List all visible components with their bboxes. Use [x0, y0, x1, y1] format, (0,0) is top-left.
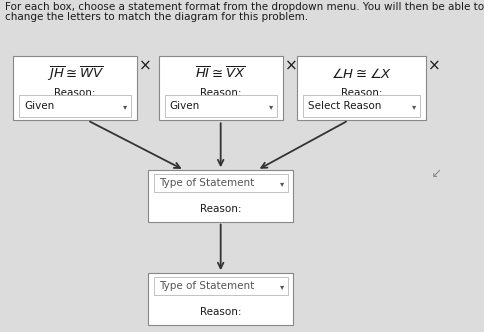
FancyBboxPatch shape	[148, 273, 293, 325]
Text: Reason:: Reason:	[199, 204, 241, 214]
Text: Reason:: Reason:	[340, 88, 381, 98]
FancyBboxPatch shape	[153, 174, 287, 193]
Text: Type of Statement: Type of Statement	[158, 281, 253, 291]
Text: ▾: ▾	[411, 102, 415, 111]
Text: ×: ×	[139, 59, 152, 74]
Text: ▾: ▾	[279, 282, 283, 291]
FancyBboxPatch shape	[158, 55, 282, 121]
FancyBboxPatch shape	[13, 55, 136, 121]
Text: ▾: ▾	[123, 102, 127, 111]
Text: ▾: ▾	[279, 179, 283, 188]
Text: For each box, choose a statement format from the dropdown menu. You will then be: For each box, choose a statement format …	[5, 2, 483, 12]
FancyBboxPatch shape	[153, 277, 287, 295]
Text: ↗: ↗	[428, 164, 439, 178]
Text: $\overline{HI} \cong \overline{VX}$: $\overline{HI} \cong \overline{VX}$	[195, 66, 245, 81]
Text: Given: Given	[24, 101, 54, 111]
Text: $\overline{JH} \cong \overline{WV}$: $\overline{JH} \cong \overline{WV}$	[46, 64, 104, 83]
FancyBboxPatch shape	[296, 55, 425, 121]
FancyBboxPatch shape	[302, 96, 419, 117]
Text: Reason:: Reason:	[199, 88, 241, 98]
Text: ×: ×	[427, 59, 440, 74]
Text: $\angle H \cong \angle X$: $\angle H \cong \angle X$	[330, 67, 391, 81]
FancyBboxPatch shape	[165, 96, 276, 117]
Text: Type of Statement: Type of Statement	[158, 178, 253, 188]
Text: ▾: ▾	[268, 102, 272, 111]
Text: Reason:: Reason:	[199, 307, 241, 317]
FancyBboxPatch shape	[148, 170, 293, 222]
Text: Given: Given	[169, 101, 199, 111]
FancyBboxPatch shape	[19, 96, 131, 117]
Text: Reason:: Reason:	[54, 88, 96, 98]
Text: Select Reason: Select Reason	[307, 101, 380, 111]
Text: change the letters to match the diagram for this problem.: change the letters to match the diagram …	[5, 12, 307, 22]
Text: ×: ×	[284, 59, 297, 74]
